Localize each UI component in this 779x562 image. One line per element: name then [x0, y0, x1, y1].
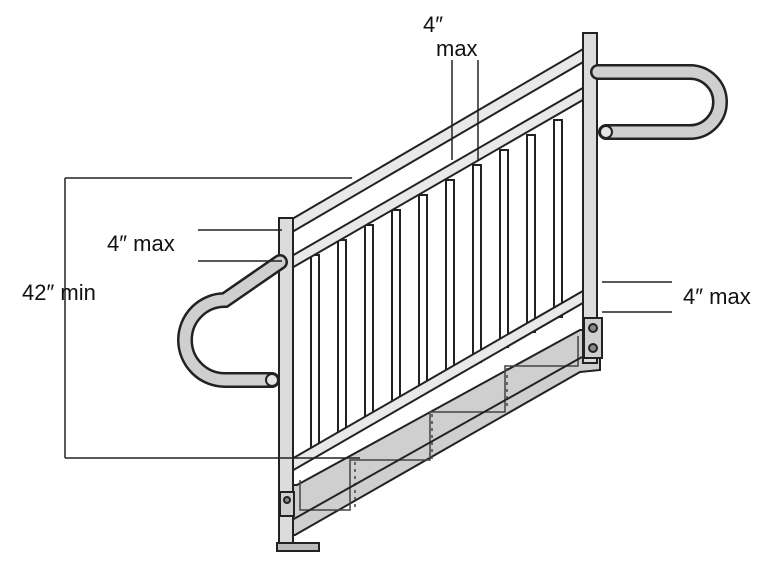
dimension-lines [64, 60, 672, 459]
dimension-label-top-value: 4″ [423, 12, 444, 37]
dimension-label-left-spacing: 4″ max [107, 231, 175, 256]
dimension-label-height: 42″ min [22, 280, 96, 305]
handrail [177, 64, 728, 388]
stair-stringer [287, 329, 601, 536]
dimension-label-bottom-gap: 4″ max [683, 284, 751, 309]
dimension-label-top-unit: max [436, 36, 478, 61]
